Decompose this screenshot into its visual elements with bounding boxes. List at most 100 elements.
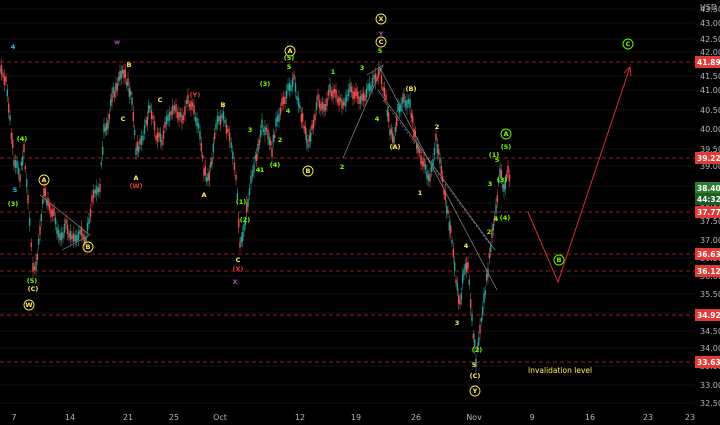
wave-ring (38, 174, 50, 186)
date-tick: 26 (411, 413, 421, 422)
date-tick: Oct (213, 413, 227, 422)
price-tick: 32.50 (700, 399, 720, 408)
price-tag (695, 193, 720, 205)
wave-label: (3) (260, 80, 270, 88)
date-tick: 25 (169, 413, 179, 422)
wave-label: w (114, 38, 120, 46)
wave-label: X (232, 278, 237, 286)
price-tick: 40.00 (700, 125, 720, 134)
price-tick: 34.00 (700, 344, 720, 353)
wave-label: (C) (28, 285, 39, 293)
wave-label: 3 (360, 64, 365, 72)
price-tag-label: 36.63 (697, 250, 720, 259)
wave-ring (500, 128, 512, 140)
wave-label: C (236, 256, 241, 264)
candles (0, 58, 511, 373)
invalidation-level-label: Invalidation level (528, 366, 592, 375)
wave-label: (5) (27, 277, 37, 285)
wave-label: 4 (494, 215, 499, 223)
price-tick: 40.50 (700, 106, 720, 115)
wave-label: (2) (472, 346, 482, 354)
wave-labels: 4w(4)5(3)(5)(C)WABCABC(W)(Y)BA34(1)(2)C(… (8, 13, 634, 397)
price-tag-label: 41.89 (697, 58, 720, 67)
wave-label: 4 (11, 43, 16, 51)
wave-label: A (133, 174, 138, 182)
wave-label: C (121, 115, 126, 123)
wave-label: 2 (340, 163, 345, 171)
date-tick: 19 (351, 413, 361, 422)
wave-label: 1 (418, 189, 423, 197)
wave-label: 3 (455, 319, 460, 327)
wave-label: (B) (406, 85, 417, 93)
wave-label: B (86, 243, 91, 251)
wave-label: (W) (129, 182, 142, 190)
price-tick: 33.00 (700, 381, 720, 390)
wave-ring (553, 254, 565, 266)
date-tick: Nov (466, 413, 482, 422)
wave-label: (4) (500, 214, 510, 222)
wave-ring (23, 299, 35, 311)
price-tick: 39.00 (700, 162, 720, 171)
wave-label: (3) (497, 176, 507, 184)
price-level-tags: 41.89 39.22 38.40 44:32 37.77 36.63 36.12 34.92… (695, 56, 720, 368)
date-tick: 12 (295, 413, 305, 422)
wave-label: (4) (270, 161, 280, 169)
price-tag (695, 152, 720, 164)
price-tag (695, 206, 720, 218)
date-axis[interactable]: 7 14 21 25 Oct 12 19 26 Nov 9 16 23 23 (11, 413, 695, 422)
price-tag (695, 309, 720, 321)
price-tick: 34.50 (700, 327, 720, 336)
wave-label: B (221, 101, 226, 109)
date-tick: 7 (11, 413, 16, 422)
wave-label: 2 (278, 136, 283, 144)
wave-label: (5) (284, 54, 294, 62)
wave-ring (302, 165, 314, 177)
wave-ring (375, 36, 387, 48)
price-tag (695, 356, 720, 368)
date-tick: 23 (685, 413, 695, 422)
wave-label: A (503, 130, 508, 138)
price-tag-label: 39.22 (697, 154, 720, 163)
wave-label: 5 (472, 361, 477, 369)
wave-ring (469, 385, 481, 397)
wave-label: 4 (286, 107, 291, 115)
wave-label: (C) (470, 372, 481, 380)
wave-label: (4) (17, 135, 27, 143)
wave-label: 4 (375, 115, 380, 123)
wave-label: A (287, 47, 292, 55)
price-tag-label: 34.92 (697, 311, 720, 320)
price-tag-label: 36.12 (697, 267, 720, 276)
grid (0, 8, 695, 404)
wave-label: (Y) (190, 91, 201, 99)
wave-label: A (41, 176, 46, 184)
wave-label: C (158, 96, 163, 104)
wave-label: 2 (487, 228, 492, 236)
wave-label: 3 (248, 126, 253, 134)
wave-ring (82, 241, 94, 253)
price-tick: 43.00 (700, 19, 720, 28)
price-tick: 43.50 (700, 5, 720, 14)
currency-label: USD (700, 3, 717, 12)
wave-label: 1 (331, 68, 336, 76)
date-tick: 23 (643, 413, 653, 422)
wave-ring (375, 13, 387, 25)
price-tag-label: 33.63 (697, 358, 720, 367)
date-tick: 14 (65, 413, 75, 422)
wave-label: (2) (240, 216, 250, 224)
price-tick: 35.50 (700, 290, 720, 299)
wave-label: B (127, 61, 132, 69)
date-tick: 16 (585, 413, 595, 422)
wave-label: A (201, 191, 206, 199)
price-tick: 37.00 (700, 236, 720, 245)
price-tick: 42.50 (700, 35, 720, 44)
wave-label: X (378, 15, 383, 23)
wave-label: (X) (233, 265, 244, 273)
level-lines (0, 61, 695, 363)
price-tag (695, 182, 720, 194)
price-tick: 37.50 (700, 217, 720, 226)
wave-label: 2 (435, 123, 440, 131)
wave-label: W (25, 301, 32, 309)
price-tag-label: 38.40 (697, 184, 720, 193)
price-tick: 39.50 (700, 145, 720, 154)
